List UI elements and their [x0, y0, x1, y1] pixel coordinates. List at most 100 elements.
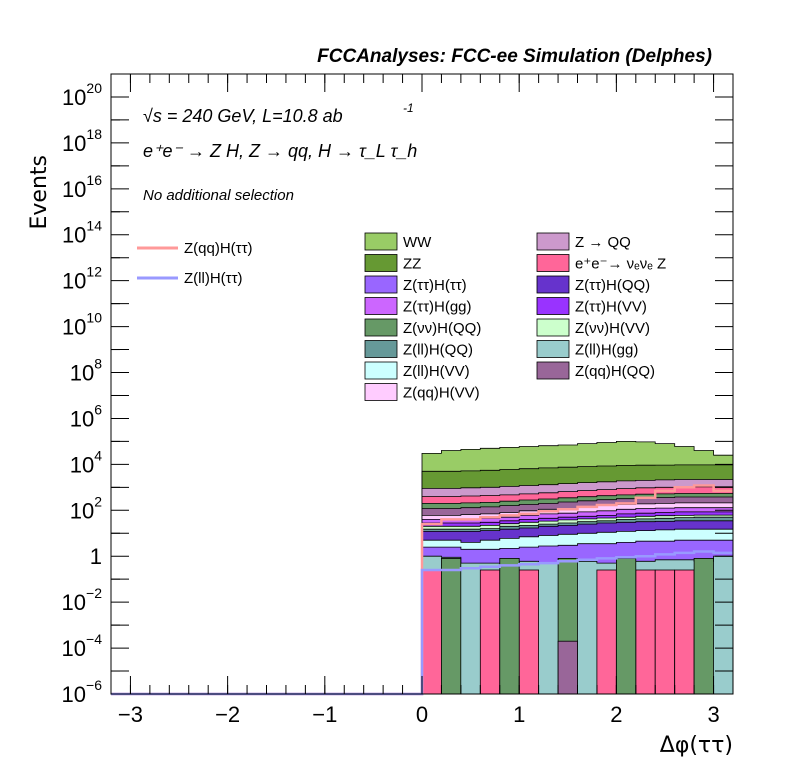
legend-label: Z(νν)H(VV) — [575, 320, 650, 337]
legend-swatch — [536, 318, 570, 337]
y-tick-exponent: 2 — [94, 493, 102, 509]
y-tick-exponent: 4 — [94, 447, 102, 463]
y-tick-label: 1010 — [62, 310, 102, 340]
legend-label: Z(ττ)H(gg) — [403, 299, 472, 316]
legend-swatch — [364, 275, 398, 294]
y-tick-base: 10 — [62, 590, 86, 615]
lines-layer — [111, 484, 733, 696]
legend-swatch — [536, 275, 570, 294]
legend-label: Z(qq)H(VV) — [403, 385, 480, 402]
legend-swatch — [364, 254, 398, 272]
legend-label: Z(qq)H(QQ) — [575, 363, 655, 380]
y-tick-exponent: 6 — [94, 401, 102, 417]
x-axis-title: Δφ(ττ) — [660, 733, 733, 758]
y-tick-base: 10 — [70, 406, 94, 431]
y-tick-label: 106 — [70, 401, 102, 431]
legend-label: Z → QQ — [575, 234, 631, 251]
y-tick-labels: 10−610−410−21102104106108101010121014101… — [62, 80, 103, 707]
y-tick-label: 1016 — [62, 172, 102, 202]
legend-label: Z(ll)H(QQ) — [403, 342, 473, 359]
legend-swatch — [364, 232, 398, 251]
x-tick-label: −2 — [215, 702, 240, 727]
y-tick-exponent: 16 — [86, 172, 102, 188]
x-tick-labels: −3 −2 −1 0 1 2 3 — [118, 702, 720, 727]
y-tick-label: 104 — [70, 447, 102, 477]
process-annotation: e⁺e⁻ → Z H, Z → qq, H → τ_L τ_h — [143, 141, 417, 161]
ticks-layer — [110, 73, 734, 695]
legend-label: e⁺e⁻→ νₑνₑ Z — [575, 256, 666, 273]
legend-swatch — [364, 318, 398, 337]
histogram-bar — [616, 558, 637, 695]
y-tick-exponent: −2 — [86, 585, 102, 601]
legend-label: WW — [403, 234, 432, 251]
y-tick-label: 10−6 — [62, 677, 103, 707]
histogram-bar — [440, 558, 462, 695]
histogram-bar — [421, 569, 442, 695]
legend-label: Z(ττ)H(ττ) — [403, 277, 467, 294]
legend-swatch — [536, 232, 570, 251]
legend: Z(qq)H(ττ) Z(ll)H(ττ) WW ZZ Z(ττ)H(ττ) Z(ττ)H… — [137, 232, 666, 402]
legend-swatch — [536, 340, 570, 358]
histogram-bar — [499, 558, 520, 695]
y-tick-exponent: −6 — [86, 677, 102, 693]
energy-annotation-exponent: -1 — [403, 101, 414, 115]
x-tick-label: 0 — [416, 702, 428, 727]
chart-title: FCCAnalyses: FCC-ee Simulation (Delphes) — [317, 46, 712, 67]
y-tick-exponent: −4 — [86, 631, 102, 647]
y-tick-base: 10 — [62, 177, 86, 202]
x-tick-label: 1 — [513, 702, 525, 727]
histogram-bar — [654, 569, 676, 695]
legend-swatch — [536, 361, 570, 380]
y-tick-exponent: 14 — [86, 218, 102, 234]
y-tick-exponent: 8 — [94, 356, 102, 372]
y-tick-exponent: 12 — [86, 264, 102, 280]
legend-label: Z(ll)H(VV) — [403, 363, 470, 380]
y-tick-base: 10 — [62, 223, 86, 248]
legend-swatch — [364, 340, 398, 358]
signal-line — [111, 484, 733, 696]
legend-label: Z(νν)H(QQ) — [403, 320, 481, 337]
y-tick-label: 1012 — [62, 264, 102, 294]
y-tick-label: 1018 — [62, 126, 102, 156]
y-tick-label: 102 — [70, 493, 102, 523]
histogram-bar — [479, 569, 501, 695]
histogram-bar — [557, 640, 578, 695]
x-tick-label: −3 — [118, 702, 143, 727]
selection-annotation: No additional selection — [143, 187, 294, 204]
y-tick-base: 10 — [62, 269, 86, 294]
x-tick-label: −1 — [312, 702, 337, 727]
y-tick-label: 1014 — [62, 218, 102, 248]
legend-label: ZZ — [403, 256, 421, 273]
y-tick-base: 10 — [70, 361, 94, 386]
y-tick-base: 10 — [70, 498, 94, 523]
signal-line — [111, 550, 733, 696]
y-tick-base: 10 — [62, 85, 86, 110]
y-tick-label: 1020 — [62, 80, 102, 110]
histogram-bar — [635, 569, 656, 695]
histogram-bar — [596, 569, 617, 695]
legend-swatch — [364, 361, 398, 380]
y-tick-exponent: 20 — [86, 80, 102, 96]
legend-swatch — [364, 383, 398, 401]
legend-label: Z(ττ)H(VV) — [575, 299, 647, 316]
legend-line-label: Z(qq)H(ττ) — [184, 240, 253, 257]
energy-annotation: √s = 240 GeV, L=10.8 ab — [143, 106, 343, 126]
y-tick-base: 10 — [62, 636, 86, 661]
y-tick-base: 10 — [62, 682, 86, 707]
legend-swatch — [364, 297, 398, 315]
x-tick-label: 2 — [610, 702, 622, 727]
y-tick-label: 10−4 — [62, 631, 103, 661]
y-tick-base: 10 — [62, 131, 86, 156]
legend-label: Z(ττ)H(QQ) — [575, 277, 650, 294]
histogram-bar — [674, 569, 695, 695]
legend-label: Z(ll)H(gg) — [575, 342, 638, 359]
y-tick-base: 10 — [70, 452, 94, 477]
legend-line-label: Z(ll)H(ττ) — [184, 270, 243, 287]
x-tick-label: 3 — [707, 702, 719, 727]
y-tick-exponent: 18 — [86, 126, 102, 142]
y-tick-exponent: 10 — [86, 310, 102, 326]
bars-layer — [421, 558, 714, 695]
y-tick-label: 10−2 — [62, 585, 103, 615]
y-tick-label: 108 — [70, 356, 102, 386]
